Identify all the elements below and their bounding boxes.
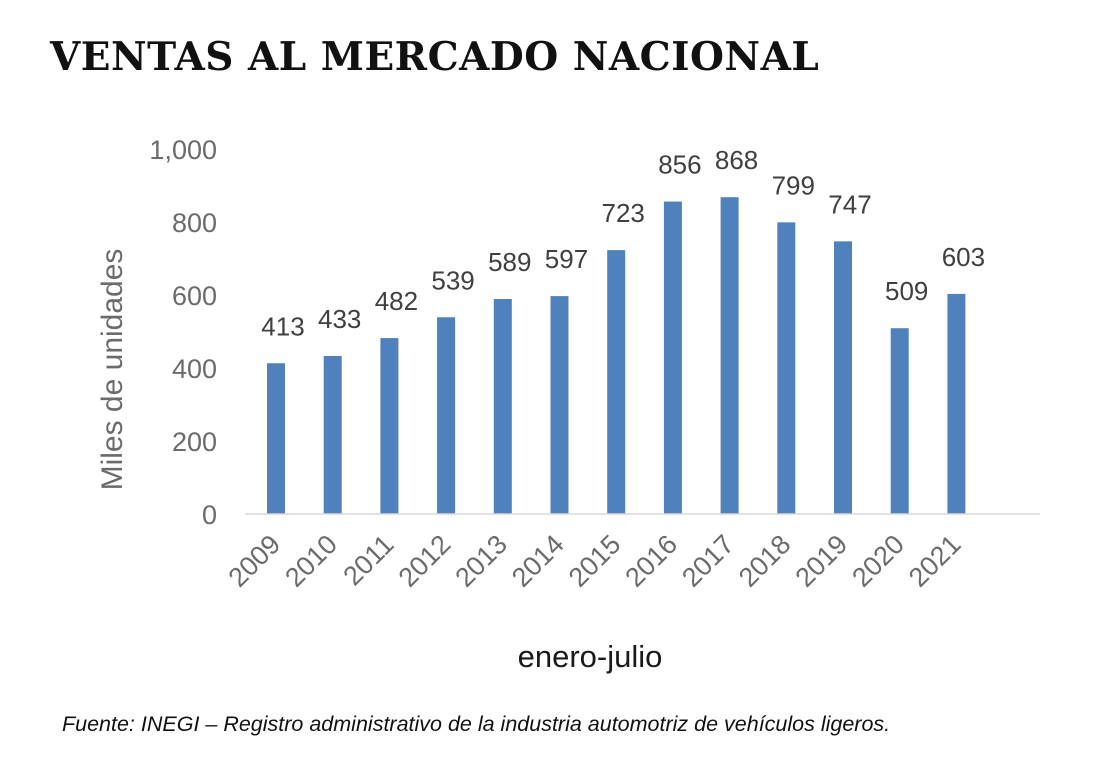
data-label-2010: 433 <box>318 304 361 334</box>
x-tick-label-2010: 2010 <box>279 529 343 593</box>
bar-2012 <box>437 317 456 514</box>
x-tick-label-2013: 2013 <box>449 529 513 593</box>
y-axis-ticks: 0 200 400 600 800 1,000 <box>149 135 217 530</box>
data-label-2009: 413 <box>261 311 304 341</box>
x-tick-label-2017: 2017 <box>676 529 740 593</box>
data-label-2016: 856 <box>658 150 701 180</box>
x-tick-label-2009: 2009 <box>223 529 287 593</box>
data-label-2012: 539 <box>431 265 474 295</box>
bar-2019 <box>834 241 852 514</box>
data-label-2021: 603 <box>942 242 985 272</box>
x-tick-label-2021: 2021 <box>903 529 967 593</box>
y-tick-label: 1,000 <box>149 135 217 165</box>
x-axis-label: enero-julio <box>518 639 663 674</box>
bar-2013 <box>493 299 512 514</box>
x-tick-label-2012: 2012 <box>393 529 457 593</box>
data-label-2011: 482 <box>375 286 418 316</box>
bar-2014 <box>550 296 569 514</box>
x-tick-label-2018: 2018 <box>733 529 797 593</box>
bar-2018 <box>777 222 796 515</box>
chart-title: VENTAS AL MERCADO NACIONAL <box>50 34 820 80</box>
data-labels: 413 433 482 539 589 597 723 856 868 799 747 509 603 <box>261 145 985 341</box>
data-label-2019: 747 <box>828 189 871 219</box>
x-axis-ticks: 2009201020112012201320142015201620172018… <box>223 529 967 593</box>
bar-chart: 0 200 400 600 800 1,000 413 433 482 539 589 597 723… <box>96 135 1040 674</box>
data-label-2020: 509 <box>885 276 928 306</box>
x-tick-label-2015: 2015 <box>563 529 627 593</box>
y-tick-label: 200 <box>172 427 217 457</box>
data-label-2018: 799 <box>772 170 815 200</box>
data-label-2014: 597 <box>545 244 588 274</box>
bar-2017 <box>720 197 739 514</box>
y-tick-label: 600 <box>172 281 217 311</box>
y-tick-label: 800 <box>172 208 217 238</box>
data-label-2015: 723 <box>602 198 645 228</box>
source-note: Fuente: INEGI – Registro administrativo … <box>62 712 891 736</box>
bar-2015 <box>607 250 626 515</box>
bar-2009 <box>267 363 285 514</box>
bars <box>267 197 966 515</box>
y-tick-label: 0 <box>202 500 217 530</box>
y-axis-label: Miles de unidades <box>96 249 129 491</box>
x-tick-label-2011: 2011 <box>337 529 399 591</box>
y-tick-label: 400 <box>172 354 217 384</box>
bar-2016 <box>663 201 682 514</box>
x-tick-label-2014: 2014 <box>506 529 570 593</box>
x-tick-label-2019: 2019 <box>790 529 854 593</box>
bar-2011 <box>380 338 399 514</box>
x-tick-label-2020: 2020 <box>846 529 910 593</box>
bar-2020 <box>890 328 909 514</box>
bar-2021 <box>947 293 966 514</box>
bar-2010 <box>323 355 342 514</box>
x-tick-label-2016: 2016 <box>619 529 683 593</box>
data-label-2013: 589 <box>488 247 531 277</box>
data-label-2017: 868 <box>715 145 758 175</box>
